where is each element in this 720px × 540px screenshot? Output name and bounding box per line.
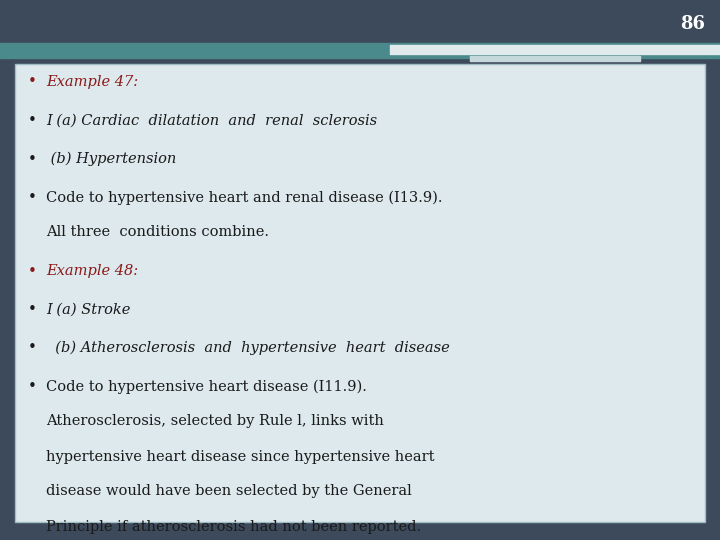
Polygon shape: [15, 64, 705, 522]
Text: •: •: [27, 190, 37, 205]
Text: •: •: [27, 379, 37, 394]
Text: •: •: [27, 341, 37, 355]
Text: Atherosclerosis, selected by Rule l, links with: Atherosclerosis, selected by Rule l, lin…: [46, 415, 384, 429]
Text: Example 47:: Example 47:: [46, 75, 138, 89]
Text: •: •: [27, 302, 37, 317]
Text: Principle if atherosclerosis had not been reported.: Principle if atherosclerosis had not bee…: [46, 519, 421, 534]
Text: •: •: [27, 75, 37, 90]
Text: I (a) Cardiac  dilatation  and  renal  sclerosis: I (a) Cardiac dilatation and renal scler…: [46, 113, 377, 127]
Text: •: •: [27, 113, 37, 128]
Text: Code to hypertensive heart disease (I11.9).: Code to hypertensive heart disease (I11.…: [46, 379, 367, 394]
Text: 86: 86: [680, 15, 705, 33]
Text: (b) Atherosclerosis  and  hypertensive  heart  disease: (b) Atherosclerosis and hypertensive hea…: [46, 341, 450, 355]
Text: Code to hypertensive heart and renal disease (I13.9).: Code to hypertensive heart and renal dis…: [46, 190, 443, 205]
Text: disease would have been selected by the General: disease would have been selected by the …: [46, 484, 412, 498]
Text: Example 48:: Example 48:: [46, 264, 138, 278]
Text: •: •: [27, 152, 37, 166]
Text: hypertensive heart disease since hypertensive heart: hypertensive heart disease since hyperte…: [46, 449, 434, 463]
Text: •: •: [27, 264, 37, 279]
Text: (b) Hypertension: (b) Hypertension: [46, 152, 176, 166]
Text: All three  conditions combine.: All three conditions combine.: [46, 226, 269, 240]
Text: I (a) Stroke: I (a) Stroke: [46, 302, 130, 316]
